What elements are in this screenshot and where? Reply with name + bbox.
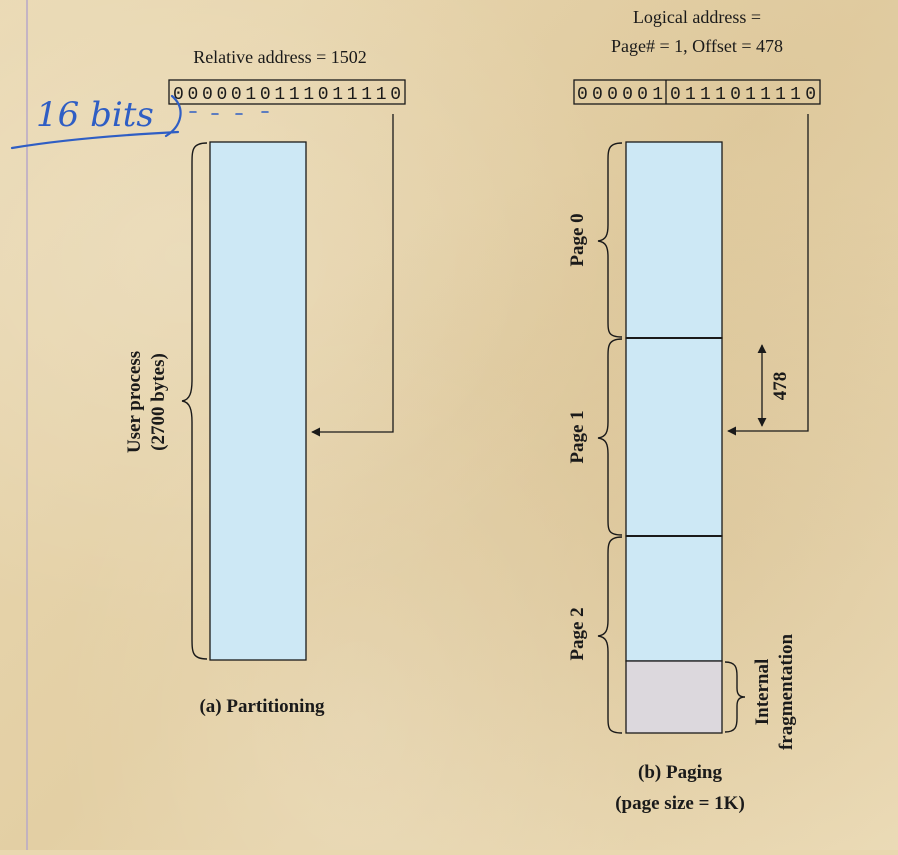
relative-address-box — [168, 79, 406, 105]
partitioning-caption: (a) Partitioning — [199, 696, 325, 717]
internal-fragmentation-brace — [724, 661, 746, 733]
page-2-brace — [597, 536, 623, 734]
relative-address-binary: 0000010111011110 — [173, 85, 401, 105]
logical-address-page-bits: 000001 — [577, 85, 663, 105]
paging-caption-line2: (page size = 1K) — [615, 793, 745, 814]
relative-address-label: Relative address = 1502 — [193, 47, 367, 67]
page-2-block — [625, 535, 723, 662]
internal-fragmentation-line2: fragmentation — [776, 634, 797, 751]
page-0-block — [625, 141, 723, 339]
page-2-label: Page 2 — [567, 607, 588, 660]
logical-address-arrow — [727, 114, 809, 436]
logical-address-box — [573, 79, 821, 105]
user-process-block — [209, 141, 307, 661]
user-process-label-line1: User process — [124, 351, 145, 453]
user-process-label-line2: (2700 bytes) — [148, 353, 169, 451]
relative-address-arrow — [311, 114, 394, 437]
page-0-brace — [597, 142, 623, 338]
internal-fragmentation-label: Internal fragmentation — [752, 634, 797, 751]
user-process-label: User process (2700 bytes) — [124, 351, 169, 453]
logical-address-line1: Logical address = — [633, 7, 761, 27]
page-0-label: Page 0 — [567, 213, 588, 266]
internal-fragmentation-line1: Internal — [752, 659, 773, 726]
handwritten-text: 16 bits — [36, 95, 154, 135]
internal-fragmentation-block — [625, 660, 723, 734]
paging-caption-line1: (b) Paging — [638, 762, 722, 783]
handwritten-annotation: 16 bits — [10, 94, 269, 150]
page-1-label: Page 1 — [567, 410, 588, 463]
page-1-brace — [597, 338, 623, 536]
logical-address-offset-bits: 0111011110 — [670, 85, 816, 105]
offset-label: 478 — [770, 372, 791, 401]
logical-address-line2: Page# = 1, Offset = 478 — [611, 36, 783, 56]
page-1-block — [625, 337, 723, 537]
user-process-brace — [181, 142, 208, 660]
